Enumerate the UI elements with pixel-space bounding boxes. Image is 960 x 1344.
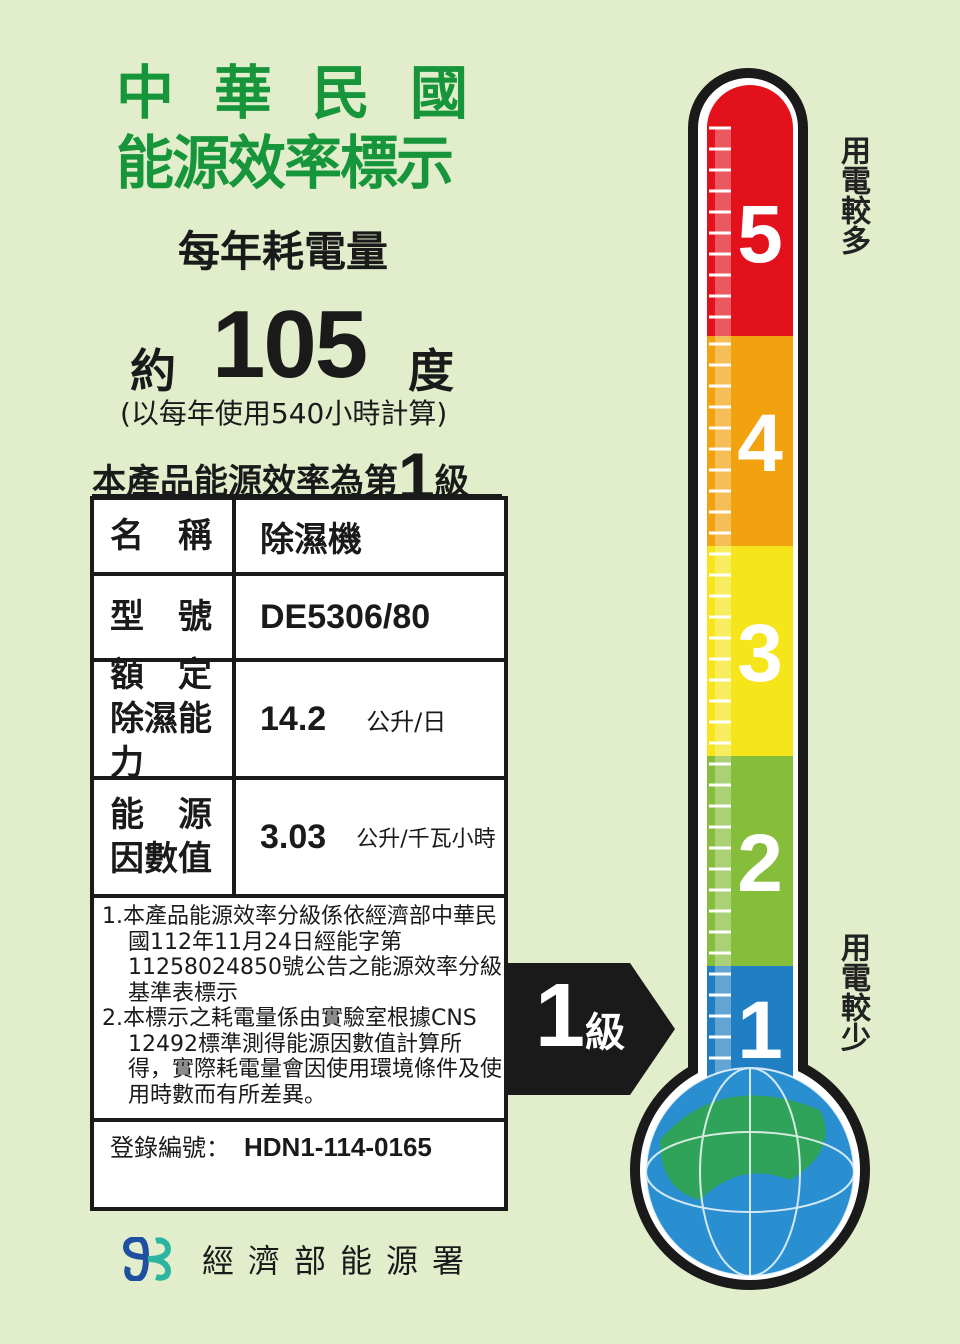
level-number-4: 4 xyxy=(737,398,783,489)
registration-label: 登錄編號： xyxy=(110,1134,230,1162)
energy-factor-unit: 公升/千瓦小時 xyxy=(356,827,496,852)
registration: 登錄編號： HDN1-114-0165 xyxy=(110,1128,432,1163)
current-grade-arrow: 1級 xyxy=(535,965,625,1068)
divider xyxy=(94,1118,504,1122)
note-1: 1.本產品能源效率分級係依經濟部中華民國112年11月24日經能字第112580… xyxy=(102,904,502,1006)
note-2: 2.本標示之耗電量係由實驗室根據CNS 12492標準測得能源因數值計算所得，實… xyxy=(102,1006,503,1108)
spec-table: 名 稱 除濕機 型 號 DE5306/80 額 定除濕能力 14.2 公升/日 能… xyxy=(90,496,508,1211)
energy-factor: 3.03 公升/千瓦小時 xyxy=(240,780,504,894)
level-number-1: 1 xyxy=(737,985,783,1076)
row-label: 型 號 xyxy=(94,576,236,658)
model-value: DE5306/80 xyxy=(260,597,431,636)
less-power-label: 用電較少 xyxy=(835,932,870,1052)
row-label: 額 定除濕能力 xyxy=(94,655,236,783)
agency-logo-icon xyxy=(122,1237,172,1281)
table-row-model: 型 號 DE5306/80 xyxy=(94,576,504,662)
capacity-value: 14.2 xyxy=(260,699,327,738)
notes: 1.本產品能源效率分級係依經濟部中華民國112年11月24日經能字第112580… xyxy=(102,904,502,1108)
capacity-unit: 公升/日 xyxy=(366,707,447,736)
row-label: 能 源因數值 xyxy=(94,780,236,894)
agency-name: 經濟部能源署 xyxy=(202,1242,479,1280)
level-number-2: 2 xyxy=(737,818,783,909)
product-name: 除濕機 xyxy=(260,519,362,560)
annual-consumption-heading: 每年耗電量 xyxy=(178,227,389,276)
table-row-capacity: 額 定除濕能力 14.2 公升/日 xyxy=(94,655,504,783)
model-number: DE5306/80 xyxy=(240,576,504,658)
registration-number: HDN1-114-0165 xyxy=(244,1132,432,1162)
row-label: 名 稱 xyxy=(94,500,236,572)
label-title: 能源效率標示 xyxy=(116,129,454,197)
current-grade: 1 xyxy=(535,966,586,1066)
footer: 經濟部能源署 xyxy=(122,1236,478,1282)
capacity: 14.2 公升/日 xyxy=(240,662,504,776)
consumption-basis: (以每年使用540小時計算) xyxy=(120,397,448,430)
table-row-name: 名 稱 除濕機 xyxy=(94,500,504,576)
level-number-3: 3 xyxy=(737,608,783,699)
consumption-value: 105 xyxy=(212,291,368,398)
consumption-unit: 度 xyxy=(408,344,454,398)
grade-text: 本產品能源效率為第 xyxy=(92,462,398,502)
approx-prefix: 約 xyxy=(130,344,176,398)
more-power-label: 用電較多 xyxy=(835,135,870,255)
energy-factor-value: 3.03 xyxy=(260,817,327,856)
grade-arrow xyxy=(505,963,675,1095)
country-title: 中華民國 xyxy=(116,59,509,127)
level-number-5: 5 xyxy=(737,189,783,280)
current-grade-suffix: 級 xyxy=(585,1010,626,1056)
grade-suffix: 級 xyxy=(434,462,469,502)
table-row-energy-factor: 能 源因數值 3.03 公升/千瓦小時 xyxy=(94,780,504,898)
